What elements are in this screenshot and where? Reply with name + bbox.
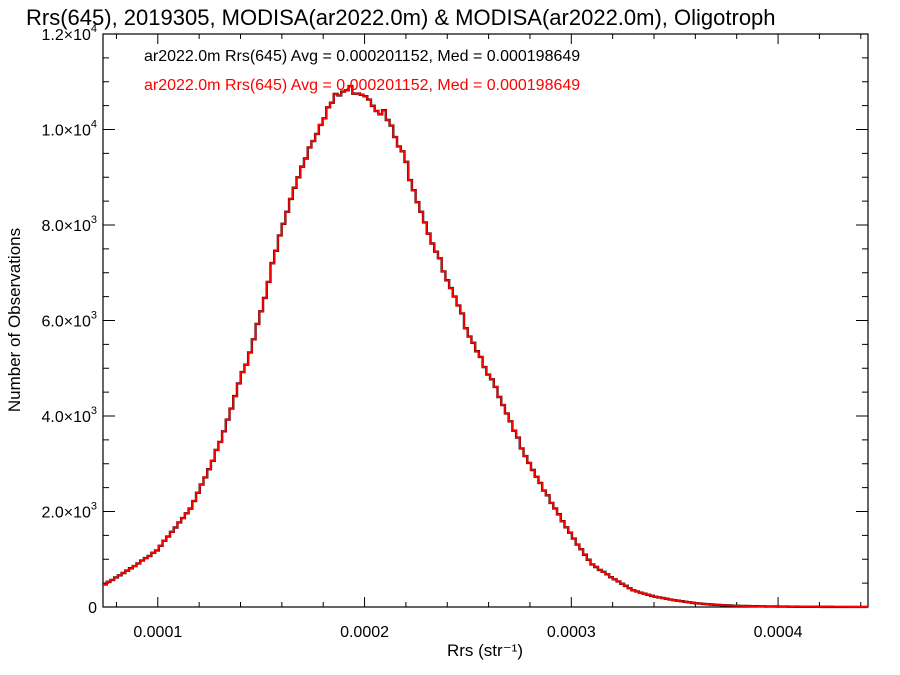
plot-frame	[102, 33, 869, 608]
y-tick-exponent: 3	[91, 405, 97, 417]
chart-title: Rrs(645), 2019305, MODISA(ar2022.0m) & M…	[26, 5, 776, 30]
y-tick-label: 2.0×103	[41, 501, 97, 522]
y-tick-mantissa: 0	[88, 600, 97, 617]
y-tick-label: 8.0×103	[41, 214, 97, 235]
histogram-series-1	[103, 84, 868, 609]
stats-annotation-1: ar2022.0m Rrs(645) Avg = 0.000201152, Me…	[144, 48, 580, 65]
y-tick-mantissa: 6.0×10	[41, 314, 90, 331]
y-tick-exponent: 4	[91, 23, 97, 35]
y-tick-exponent: 3	[91, 214, 97, 226]
y-tick-exponent: 3	[91, 310, 97, 322]
stats-annotation-2: ar2022.0m Rrs(645) Avg = 0.000201152, Me…	[144, 77, 580, 94]
y-tick-exponent: 4	[91, 119, 97, 131]
x-tick-label: 0.0004	[754, 624, 803, 641]
y-tick-mantissa: 2.0×10	[41, 505, 90, 522]
x-tick-label: 0.0003	[547, 624, 596, 641]
x-tick-label: 0.0001	[133, 624, 182, 641]
y-tick-label: 0	[88, 600, 97, 617]
y-tick-label: 1.2×104	[41, 23, 97, 44]
histogram-series-2	[103, 85, 868, 608]
y-tick-exponent: 3	[91, 501, 97, 513]
y-tick-mantissa: 8.0×10	[41, 218, 90, 235]
y-tick-label: 1.0×104	[41, 119, 97, 140]
x-axis-label: Rrs (str⁻¹)	[447, 641, 523, 660]
y-tick-label: 6.0×103	[41, 310, 97, 331]
y-tick-mantissa: 1.0×10	[41, 123, 90, 140]
y-tick-mantissa: 1.2×10	[41, 27, 90, 44]
y-tick-label: 4.0×103	[41, 405, 97, 426]
x-tick-label: 0.0002	[340, 624, 389, 641]
y-tick-mantissa: 4.0×10	[41, 409, 90, 426]
y-axis-label: Number of Observations	[5, 228, 24, 412]
